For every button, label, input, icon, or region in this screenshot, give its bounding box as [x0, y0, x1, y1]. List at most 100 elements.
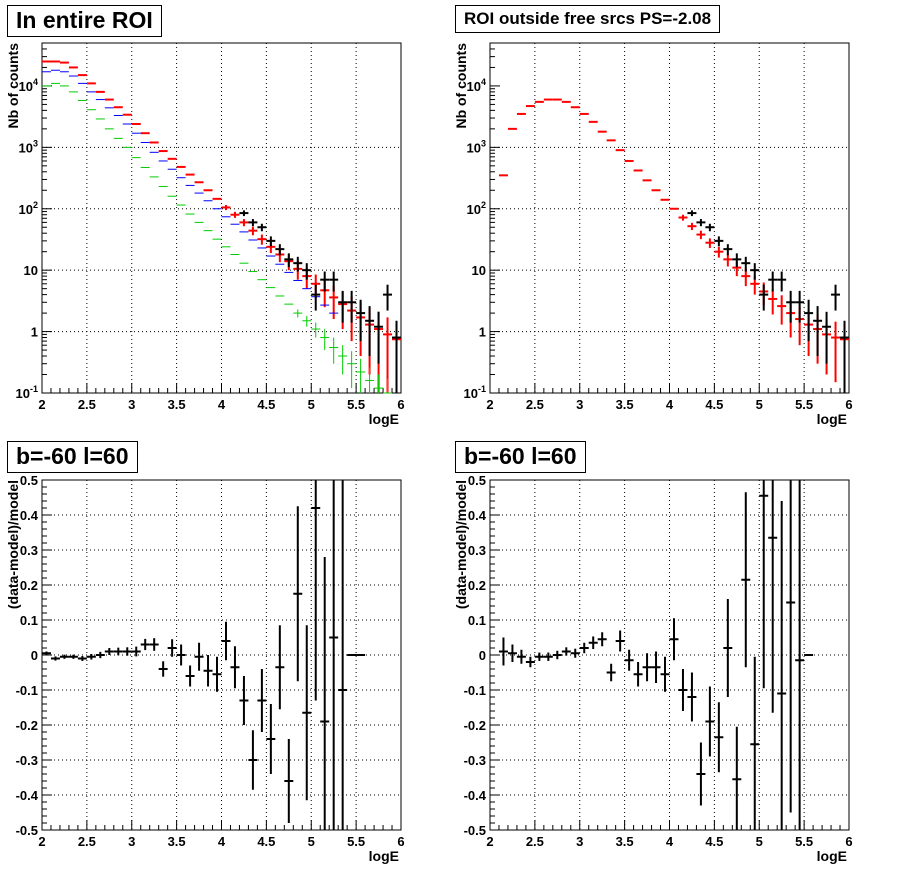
data-point — [95, 651, 105, 659]
data-point — [651, 651, 661, 683]
y-tick-label: 1 — [479, 325, 486, 340]
data-point — [507, 644, 517, 662]
x-tick-label: 6 — [845, 397, 852, 412]
y-tick-label: 0.2 — [20, 578, 38, 593]
data-point — [714, 246, 724, 258]
x-tick-label: 2 — [486, 834, 493, 849]
data-point — [356, 299, 366, 342]
panel2-title: ROI outside free srcs PS=-2.08 — [455, 5, 721, 33]
data-point — [804, 299, 814, 342]
x-tick-label: 2.5 — [526, 397, 544, 412]
y-tick-label: 0.3 — [468, 543, 486, 558]
data-point — [158, 661, 168, 677]
data-point — [293, 256, 303, 272]
series-2 — [42, 69, 339, 314]
data-point — [320, 271, 330, 292]
y-tick-label: 104 — [467, 77, 486, 94]
data-point — [275, 625, 285, 710]
data-point — [194, 642, 204, 671]
panel3-title: b=-60 l=60 — [7, 441, 138, 473]
data-point — [293, 309, 303, 318]
y-tick-label: 104 — [19, 77, 38, 94]
y-tick-label: 10-1 — [464, 384, 486, 401]
x-tick-label: 5.5 — [795, 397, 813, 412]
y-axis-label: (data-model)/model — [453, 480, 469, 609]
x-tick-label: 3 — [128, 834, 135, 849]
x-tick-label: 4.5 — [257, 397, 275, 412]
y-tick-label: 10-1 — [16, 384, 38, 401]
data-point — [750, 263, 760, 280]
panel-2: 2 2.5 3 3.5 4 4.5 5 5.5 6 10-1 1 10 102 103 104 logE Nb … — [453, 42, 853, 427]
x-tick-label: 5.5 — [347, 397, 365, 412]
x-tick-label: 5 — [308, 397, 315, 412]
data-point — [777, 501, 787, 830]
data-point — [723, 599, 733, 697]
data-point — [302, 263, 312, 280]
y-tick-label: -0.5 — [464, 823, 486, 838]
data-point — [750, 656, 760, 830]
data-point — [840, 320, 849, 393]
data-point — [822, 311, 832, 364]
data-point — [293, 506, 303, 682]
x-tick-label: 4 — [666, 834, 674, 849]
data-point — [239, 219, 249, 227]
data-point — [311, 322, 321, 338]
y-tick-label: 102 — [467, 200, 486, 217]
x-tick-label: 2 — [486, 397, 493, 412]
data-point — [149, 638, 159, 651]
data-point — [768, 289, 778, 315]
data-point — [696, 742, 706, 806]
data-point — [705, 238, 715, 248]
x-tick-label: 5.5 — [795, 834, 813, 849]
data-point — [42, 651, 51, 655]
x-axis-label: logE — [817, 411, 847, 427]
data-point — [741, 268, 751, 287]
data-point — [615, 630, 625, 652]
y-tick-label: 10 — [24, 263, 38, 278]
y-axis-label: Nb of counts — [453, 43, 469, 129]
x-tick-label: 3 — [576, 834, 583, 849]
y-tick-label: 0 — [31, 648, 38, 663]
data-point — [266, 236, 276, 247]
y-tick-label: -0.4 — [16, 788, 39, 803]
panel4-title: b=-60 l=60 — [455, 441, 586, 473]
data-point — [669, 618, 679, 661]
x-tick-label: 3 — [128, 397, 135, 412]
data-point — [705, 686, 715, 757]
data-point — [383, 378, 393, 394]
data-point — [230, 646, 240, 689]
y-tick-label: 0.5 — [468, 473, 486, 488]
y-tick-label: -0.1 — [16, 683, 38, 698]
data-point — [104, 648, 114, 655]
data-point — [257, 234, 267, 245]
data-point — [50, 656, 60, 661]
data-point — [284, 739, 294, 823]
data-point — [329, 337, 339, 364]
data-point — [516, 649, 526, 664]
y-tick-label: 0.4 — [468, 508, 487, 523]
data-point — [338, 345, 348, 375]
data-point — [777, 295, 787, 325]
data-point — [320, 329, 330, 351]
series-2 — [687, 210, 849, 393]
data-point — [338, 480, 348, 830]
data-point — [687, 672, 697, 722]
data-point — [831, 284, 841, 311]
data-point — [732, 253, 742, 268]
data-point — [383, 284, 393, 311]
data-point — [122, 647, 132, 656]
x-axis-label: logE — [817, 848, 847, 864]
data-point — [660, 656, 670, 692]
x-tick-label: 2 — [38, 397, 45, 412]
series-4 — [239, 210, 401, 393]
y-tick-label: 1 — [31, 325, 38, 340]
series-3 — [42, 82, 398, 394]
panel-1: 2 2.5 3 3.5 4 4.5 5 5.5 6 10-1 1 10 102 103 104 logE Nb … — [5, 42, 405, 427]
y-tick-label: 102 — [19, 200, 38, 217]
data-point — [786, 480, 796, 813]
data-point — [284, 253, 294, 268]
data-point — [732, 726, 742, 830]
x-tick-label: 3.5 — [168, 397, 186, 412]
data-point — [777, 271, 787, 292]
